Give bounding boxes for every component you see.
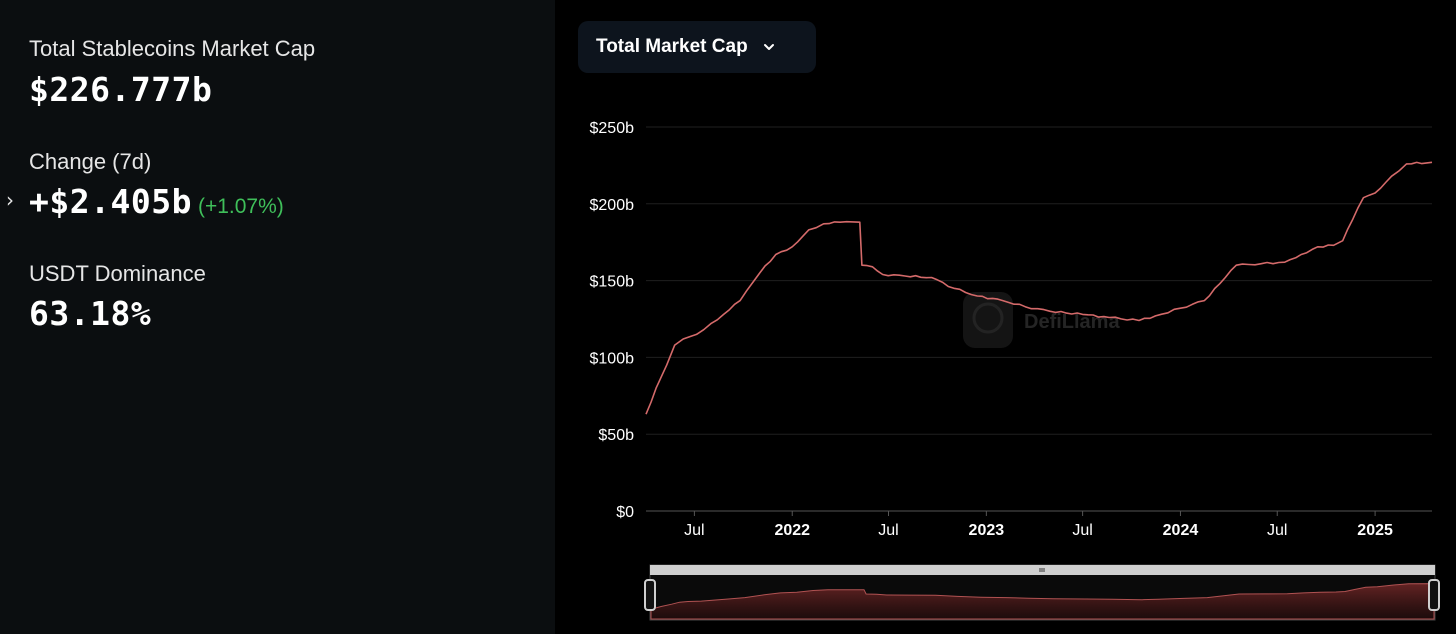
stats-panel: Total Stablecoins Market Cap $226.777b C…: [0, 0, 555, 634]
y-tick-label: $100b: [590, 350, 635, 367]
slider-handle-left[interactable]: [644, 579, 656, 611]
change-percent: (+1.07%): [197, 195, 284, 218]
watermark: DefiLlama: [963, 292, 1120, 348]
chevron-right-icon[interactable]: ›: [6, 188, 14, 212]
dominance-label: USDT Dominance: [29, 261, 206, 286]
chart-type-dropdown[interactable]: Total Market Cap: [578, 21, 816, 73]
range-slider[interactable]: [644, 564, 1440, 621]
dropdown-label: Total Market Cap: [596, 36, 748, 57]
x-tick-label: 2025: [1357, 522, 1393, 539]
series-line: [645, 161, 1433, 415]
watermark-ring: [972, 302, 1004, 334]
change-value: +$2.405b: [29, 182, 192, 221]
y-tick-label: $50b: [598, 427, 634, 444]
x-axis: Jul 2022 Jul 2023 Jul 2024 Jul 2025: [684, 511, 1393, 539]
y-tick-label: $250b: [590, 120, 635, 137]
y-tick-label: $150b: [590, 274, 635, 291]
x-tick-label: Jul: [1072, 522, 1092, 539]
change-label: Change (7d): [29, 149, 152, 174]
slider-preview-area: [650, 583, 1435, 620]
x-tick-label: 2024: [1163, 522, 1199, 539]
x-tick-label: Jul: [684, 522, 704, 539]
y-tick-label: $0: [616, 504, 634, 521]
slider-handle-right[interactable]: [1428, 579, 1440, 611]
y-tick-label: $200b: [590, 197, 635, 214]
dominance-value: 63.18%: [29, 294, 152, 333]
change-row: +$2.405b (+1.07%): [29, 182, 284, 221]
x-tick-label: Jul: [1267, 522, 1287, 539]
market-cap-label: Total Stablecoins Market Cap: [29, 36, 316, 61]
defillama-logo-icon: [963, 292, 1013, 348]
grid-lines: [646, 126, 1432, 435]
y-axis: $250b $200b $150b $100b $50b $0: [590, 120, 635, 521]
x-tick-label: Jul: [878, 522, 898, 539]
market-cap-value: $226.777b: [29, 70, 213, 109]
x-tick-label: 2023: [969, 522, 1005, 539]
x-tick-label: 2022: [774, 522, 810, 539]
chevron-down-icon: [763, 44, 774, 50]
slider-grip-icon: [1039, 568, 1045, 572]
